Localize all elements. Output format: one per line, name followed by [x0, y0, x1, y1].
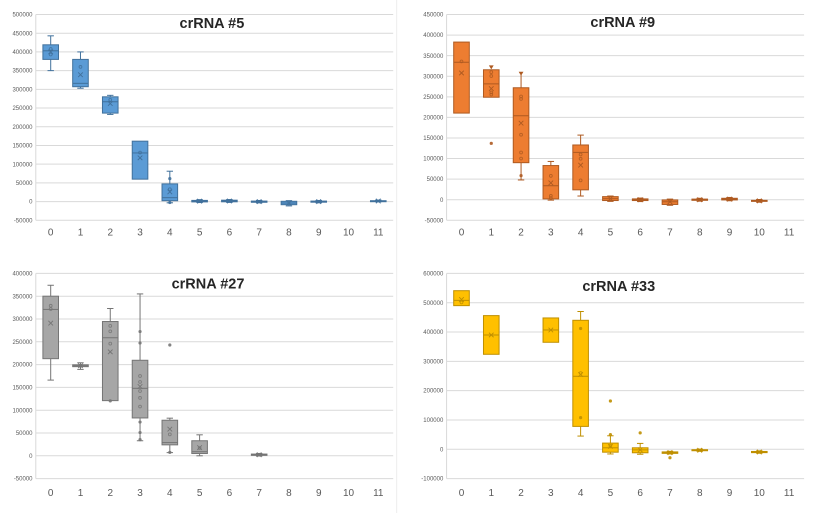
- svg-text:0: 0: [48, 228, 54, 239]
- svg-text:250000: 250000: [423, 95, 444, 101]
- svg-text:3: 3: [137, 228, 143, 239]
- svg-text:5: 5: [197, 228, 203, 239]
- svg-text:0: 0: [440, 198, 444, 204]
- svg-text:9: 9: [316, 228, 322, 239]
- svg-text:3: 3: [137, 488, 143, 499]
- svg-text:0: 0: [459, 488, 465, 499]
- svg-text:2: 2: [518, 488, 524, 499]
- svg-text:500000: 500000: [12, 13, 33, 19]
- svg-text:4: 4: [167, 488, 173, 499]
- svg-text:9: 9: [727, 488, 733, 499]
- svg-text:4: 4: [578, 488, 584, 499]
- svg-text:300000: 300000: [423, 359, 444, 365]
- svg-text:350000: 350000: [423, 54, 444, 60]
- svg-text:100000: 100000: [12, 162, 33, 168]
- svg-text:0: 0: [29, 454, 33, 460]
- svg-text:150000: 150000: [12, 386, 33, 392]
- svg-text:9: 9: [316, 488, 322, 499]
- svg-text:8: 8: [697, 228, 703, 239]
- svg-text:200000: 200000: [423, 389, 444, 395]
- svg-text:10: 10: [754, 228, 766, 239]
- svg-text:2: 2: [518, 228, 524, 239]
- svg-text:0: 0: [440, 447, 444, 453]
- svg-text:-50000: -50000: [425, 218, 444, 224]
- svg-text:100000: 100000: [12, 408, 33, 414]
- svg-text:7: 7: [667, 488, 673, 499]
- svg-text:500000: 500000: [423, 301, 444, 307]
- svg-text:10: 10: [343, 488, 355, 499]
- svg-text:crRNA #5: crRNA #5: [180, 16, 245, 32]
- svg-text:250000: 250000: [12, 340, 33, 346]
- svg-text:-100000: -100000: [421, 477, 444, 483]
- svg-text:crRNA #33: crRNA #33: [582, 279, 655, 295]
- svg-text:300000: 300000: [12, 317, 33, 323]
- svg-text:8: 8: [286, 488, 292, 499]
- svg-text:400000: 400000: [423, 330, 444, 336]
- svg-text:-50000: -50000: [14, 477, 33, 483]
- svg-text:4: 4: [167, 228, 173, 239]
- svg-text:5: 5: [197, 488, 203, 499]
- svg-text:300000: 300000: [12, 87, 33, 93]
- svg-text:200000: 200000: [12, 125, 33, 131]
- svg-text:11: 11: [784, 228, 795, 239]
- svg-text:8: 8: [286, 228, 292, 239]
- svg-text:350000: 350000: [12, 69, 33, 75]
- svg-text:2: 2: [107, 228, 113, 239]
- svg-text:100000: 100000: [423, 418, 444, 424]
- svg-text:7: 7: [256, 488, 262, 499]
- svg-text:150000: 150000: [12, 144, 33, 150]
- svg-text:1: 1: [78, 488, 84, 499]
- svg-text:200000: 200000: [423, 116, 444, 122]
- svg-text:0: 0: [29, 200, 33, 206]
- svg-text:10: 10: [754, 488, 766, 499]
- svg-text:11: 11: [373, 228, 384, 239]
- svg-text:4: 4: [578, 228, 584, 239]
- svg-text:100000: 100000: [423, 157, 444, 163]
- svg-text:6: 6: [637, 488, 643, 499]
- svg-text:0: 0: [459, 228, 465, 239]
- svg-text:11: 11: [373, 488, 384, 499]
- svg-text:crRNA #9: crRNA #9: [590, 15, 655, 31]
- svg-text:250000: 250000: [12, 106, 33, 112]
- svg-text:crRNA #27: crRNA #27: [172, 277, 245, 293]
- svg-text:3: 3: [548, 488, 554, 499]
- svg-text:2: 2: [107, 488, 113, 499]
- svg-text:350000: 350000: [12, 294, 33, 300]
- svg-text:5: 5: [608, 228, 614, 239]
- svg-text:5: 5: [608, 488, 614, 499]
- svg-text:400000: 400000: [423, 33, 444, 39]
- svg-text:10: 10: [343, 228, 355, 239]
- svg-text:1: 1: [488, 228, 494, 239]
- svg-text:7: 7: [256, 228, 262, 239]
- svg-text:200000: 200000: [12, 363, 33, 369]
- svg-text:400000: 400000: [12, 272, 33, 278]
- svg-text:6: 6: [227, 488, 233, 499]
- svg-text:1: 1: [488, 488, 494, 499]
- svg-text:150000: 150000: [423, 136, 444, 142]
- svg-text:400000: 400000: [12, 50, 33, 56]
- svg-text:7: 7: [667, 228, 673, 239]
- svg-text:450000: 450000: [12, 31, 33, 37]
- svg-text:8: 8: [697, 488, 703, 499]
- svg-text:3: 3: [548, 228, 554, 239]
- svg-text:600000: 600000: [423, 272, 444, 278]
- svg-text:50000: 50000: [427, 177, 444, 183]
- svg-text:1: 1: [78, 228, 84, 239]
- svg-text:0: 0: [48, 488, 54, 499]
- svg-text:11: 11: [784, 488, 795, 499]
- svg-text:-50000: -50000: [14, 218, 33, 224]
- svg-text:9: 9: [727, 228, 733, 239]
- svg-text:6: 6: [227, 228, 233, 239]
- svg-text:50000: 50000: [16, 431, 33, 437]
- svg-text:50000: 50000: [16, 181, 33, 187]
- svg-text:300000: 300000: [423, 74, 444, 80]
- svg-text:450000: 450000: [423, 13, 444, 19]
- svg-text:6: 6: [637, 228, 643, 239]
